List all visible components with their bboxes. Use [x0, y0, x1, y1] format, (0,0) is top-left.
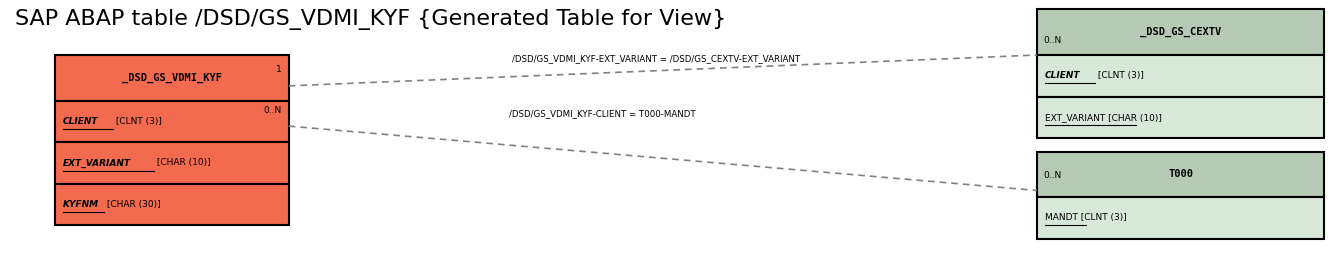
Text: [CHAR (30)]: [CHAR (30)] [104, 200, 161, 209]
Text: KYFNM: KYFNM [63, 200, 99, 209]
Text: T000: T000 [1168, 169, 1193, 179]
Bar [1036, 197, 1324, 239]
Text: SAP ABAP table /DSD/GS_VDMI_KYF {Generated Table for View}: SAP ABAP table /DSD/GS_VDMI_KYF {Generat… [15, 9, 726, 30]
Text: _DSD_GS_VDMI_KYF: _DSD_GS_VDMI_KYF [122, 73, 222, 83]
Bar [55, 55, 289, 101]
Text: [CLNT (3)]: [CLNT (3)] [112, 117, 162, 126]
Text: 0..N: 0..N [1043, 36, 1062, 45]
Text: _DSD_GS_CEXTV: _DSD_GS_CEXTV [1139, 27, 1221, 37]
Text: 1: 1 [276, 65, 283, 74]
Text: CLIENT: CLIENT [1044, 71, 1081, 80]
Bar [1036, 9, 1324, 55]
Bar [55, 101, 289, 142]
Text: /DSD/GS_VDMI_KYF-EXT_VARIANT = /DSD/GS_CEXTV-EXT_VARIANT: /DSD/GS_VDMI_KYF-EXT_VARIANT = /DSD/GS_C… [511, 54, 801, 63]
Bar [1036, 96, 1324, 138]
Text: EXT_VARIANT: EXT_VARIANT [63, 159, 131, 167]
Bar [1036, 55, 1324, 96]
Text: /DSD/GS_VDMI_KYF-CLIENT = T000-MANDT: /DSD/GS_VDMI_KYF-CLIENT = T000-MANDT [509, 109, 696, 118]
Bar [1036, 151, 1324, 197]
Text: 0..N: 0..N [264, 105, 283, 115]
Bar [55, 142, 289, 184]
Text: EXT_VARIANT [CHAR (10)]: EXT_VARIANT [CHAR (10)] [1044, 113, 1162, 122]
Text: [CLNT (3)]: [CLNT (3)] [1095, 71, 1144, 80]
Text: CLIENT: CLIENT [63, 117, 98, 126]
Bar [55, 184, 289, 225]
Text: 0..N: 0..N [1043, 171, 1062, 180]
Text: MANDT [CLNT (3)]: MANDT [CLNT (3)] [1044, 214, 1126, 222]
Text: [CHAR (10)]: [CHAR (10)] [154, 159, 210, 167]
